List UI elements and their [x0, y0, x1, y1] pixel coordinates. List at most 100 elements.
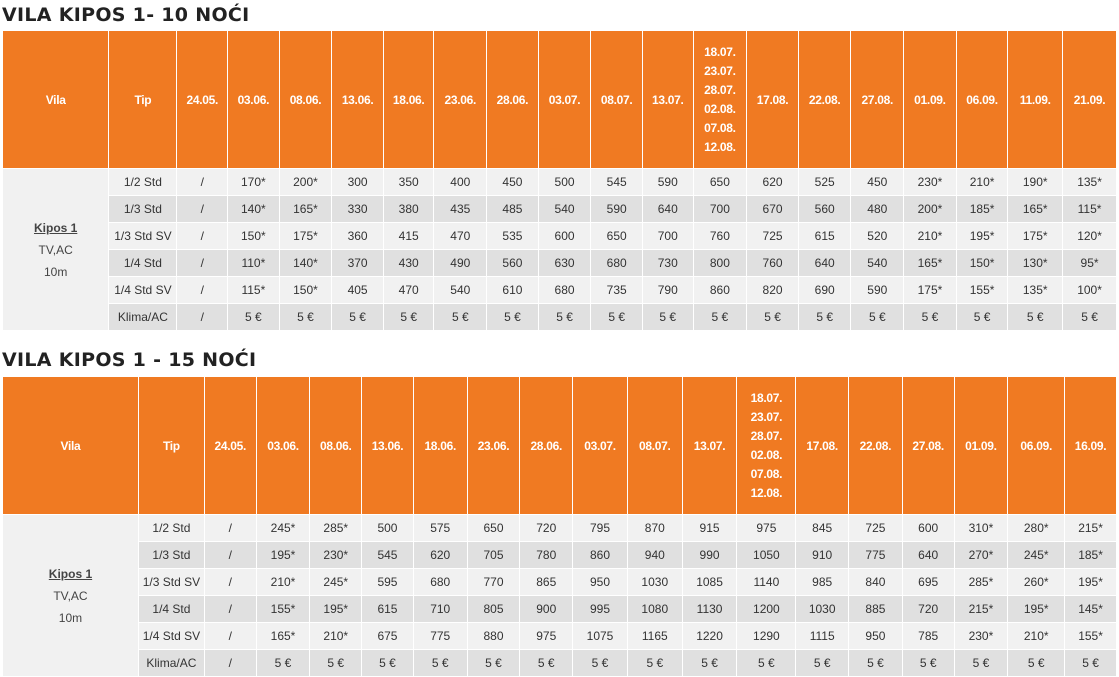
price-cell: /	[203, 622, 257, 650]
villa-cell: Kipos 1 TV,AC 10m	[1, 168, 110, 331]
price-cell: 175*	[1007, 222, 1064, 250]
price-cell: 545	[361, 541, 414, 569]
price-cell: 705	[466, 541, 521, 569]
column-header-date: 22.08.	[797, 30, 852, 169]
price-cell: 885	[848, 595, 903, 623]
column-header-date: 16.09.	[1064, 376, 1117, 515]
price-cell: 795	[572, 514, 628, 542]
price-cell: 5 €	[572, 649, 628, 677]
table-row: 1/3 Std SV/210* 245* 595 680 770 865 950 1030 10…	[3, 568, 1117, 596]
price-cell: 245*	[255, 514, 311, 542]
table-row: 1/4 Std SV/115* 150* 405 470 540 610 680 735 790…	[3, 276, 1117, 304]
price-cell: 5 €	[412, 649, 468, 677]
price-cell: 575	[412, 514, 468, 542]
price-cell: 500	[361, 514, 414, 542]
price-cell: 5 €	[692, 303, 748, 331]
column-header-date: 08.07.	[626, 376, 683, 515]
price-section-10-nights: VILA KIPOS 1- 10 NOĆI Vila Tip 24.05. 03.06…	[0, 0, 1119, 331]
price-cell: 145*	[1064, 595, 1117, 623]
date-line: 23.07.	[750, 409, 783, 424]
price-cell: 770	[466, 568, 521, 596]
price-cell: 650	[590, 222, 643, 250]
price-cell: 175*	[278, 222, 333, 250]
price-cell: 620	[746, 168, 799, 196]
price-cell: 155*	[1064, 622, 1117, 650]
price-cell: 195*	[309, 595, 363, 623]
price-cell: 630	[537, 249, 592, 277]
price-cell: 5 €	[641, 303, 694, 331]
price-section-15-nights: VILA KIPOS 1 - 15 NOĆI Vila Tip 24.05. 03.0…	[0, 345, 1119, 677]
price-cell: 590	[641, 168, 694, 196]
price-cell: 230*	[903, 168, 957, 196]
price-cell: 1030	[795, 595, 850, 623]
table-row: 1/3 Std/195* 230* 545 620 705 780 860 940 990 105…	[3, 541, 1117, 569]
price-cell: 880	[466, 622, 521, 650]
price-cell: 525	[797, 168, 852, 196]
room-type-cell: Klima/AC	[137, 649, 205, 677]
price-cell: 5 €	[903, 303, 957, 331]
price-cell: 5 €	[486, 303, 539, 331]
price-cell: 910	[795, 541, 850, 569]
price-cell: 230*	[953, 622, 1009, 650]
price-cell: 640	[641, 195, 694, 223]
price-cell: 860	[572, 541, 628, 569]
price-cell: 590	[850, 276, 905, 304]
price-cell: 535	[486, 222, 539, 250]
price-cell: 710	[412, 595, 468, 623]
price-cell: 800	[692, 249, 748, 277]
villa-distance: 10m	[58, 610, 83, 625]
price-cell: 545	[590, 168, 643, 196]
price-cell: 1140	[736, 568, 797, 596]
room-type-cell: 1/4 Std SV	[137, 622, 205, 650]
price-cell: 5 €	[1007, 649, 1066, 677]
price-cell: 5 €	[255, 649, 311, 677]
price-cell: 975	[519, 622, 574, 650]
price-cell: /	[176, 222, 229, 250]
price-cell: 170*	[227, 168, 280, 196]
price-cell: 5 €	[626, 649, 683, 677]
villa-cell: Kipos 1 TV,AC 10m	[2, 514, 139, 677]
column-header-date: 13.06.	[331, 30, 384, 169]
price-cell: 595	[361, 568, 414, 596]
price-cell: 230*	[309, 541, 363, 569]
price-cell: /	[176, 195, 229, 223]
column-header-vila: Vila	[1, 30, 110, 169]
table-row: 1/4 Std SV/165* 210* 675 775 880 975 1075 1165 1…	[3, 622, 1117, 650]
column-header-date: 13.07.	[681, 376, 738, 515]
price-cell: 285*	[309, 514, 363, 542]
column-header-date: 22.08.	[848, 376, 903, 515]
price-cell: 330	[331, 195, 384, 223]
price-cell: 115*	[1062, 195, 1117, 223]
price-cell: 790	[641, 276, 694, 304]
price-cell: 780	[519, 541, 574, 569]
column-header-tip: Tip	[137, 376, 205, 515]
price-cell: 5 €	[309, 649, 363, 677]
price-cell: /	[203, 649, 257, 677]
price-cell: 680	[590, 249, 643, 277]
price-cell: 115*	[227, 276, 280, 304]
price-cell: 590	[590, 195, 643, 223]
date-line: 23.07.	[704, 63, 736, 78]
price-cell: 940	[626, 541, 683, 569]
price-cell: 680	[537, 276, 592, 304]
price-cell: 990	[681, 541, 738, 569]
price-cell: 540	[433, 276, 488, 304]
price-cell: 195*	[1007, 595, 1066, 623]
price-cell: 785	[901, 622, 955, 650]
room-type-cell: 1/3 Std SV	[108, 222, 178, 250]
villa-name-link[interactable]: Kipos 1	[48, 566, 93, 581]
column-header-date: 21.09.	[1062, 30, 1117, 169]
price-cell: 725	[848, 514, 903, 542]
price-cell: 560	[797, 195, 852, 223]
column-header-date: 06.09.	[955, 30, 1009, 169]
price-cell: 615	[797, 222, 852, 250]
price-cell: 5 €	[736, 649, 797, 677]
price-table: Vila Tip 24.05. 03.06. 08.06. 13.06. 18.06. 23.…	[2, 376, 1117, 677]
price-cell: 280*	[1007, 514, 1066, 542]
price-cell: 195*	[1064, 568, 1117, 596]
price-cell: 915	[681, 514, 738, 542]
table-body: Kipos 1 TV,AC 10m 1/2 Std/245* 285* 500 575 650…	[2, 514, 1117, 677]
column-header-date: 17.08.	[795, 376, 850, 515]
villa-name-link[interactable]: Kipos 1	[33, 220, 78, 235]
price-cell: 430	[382, 249, 435, 277]
